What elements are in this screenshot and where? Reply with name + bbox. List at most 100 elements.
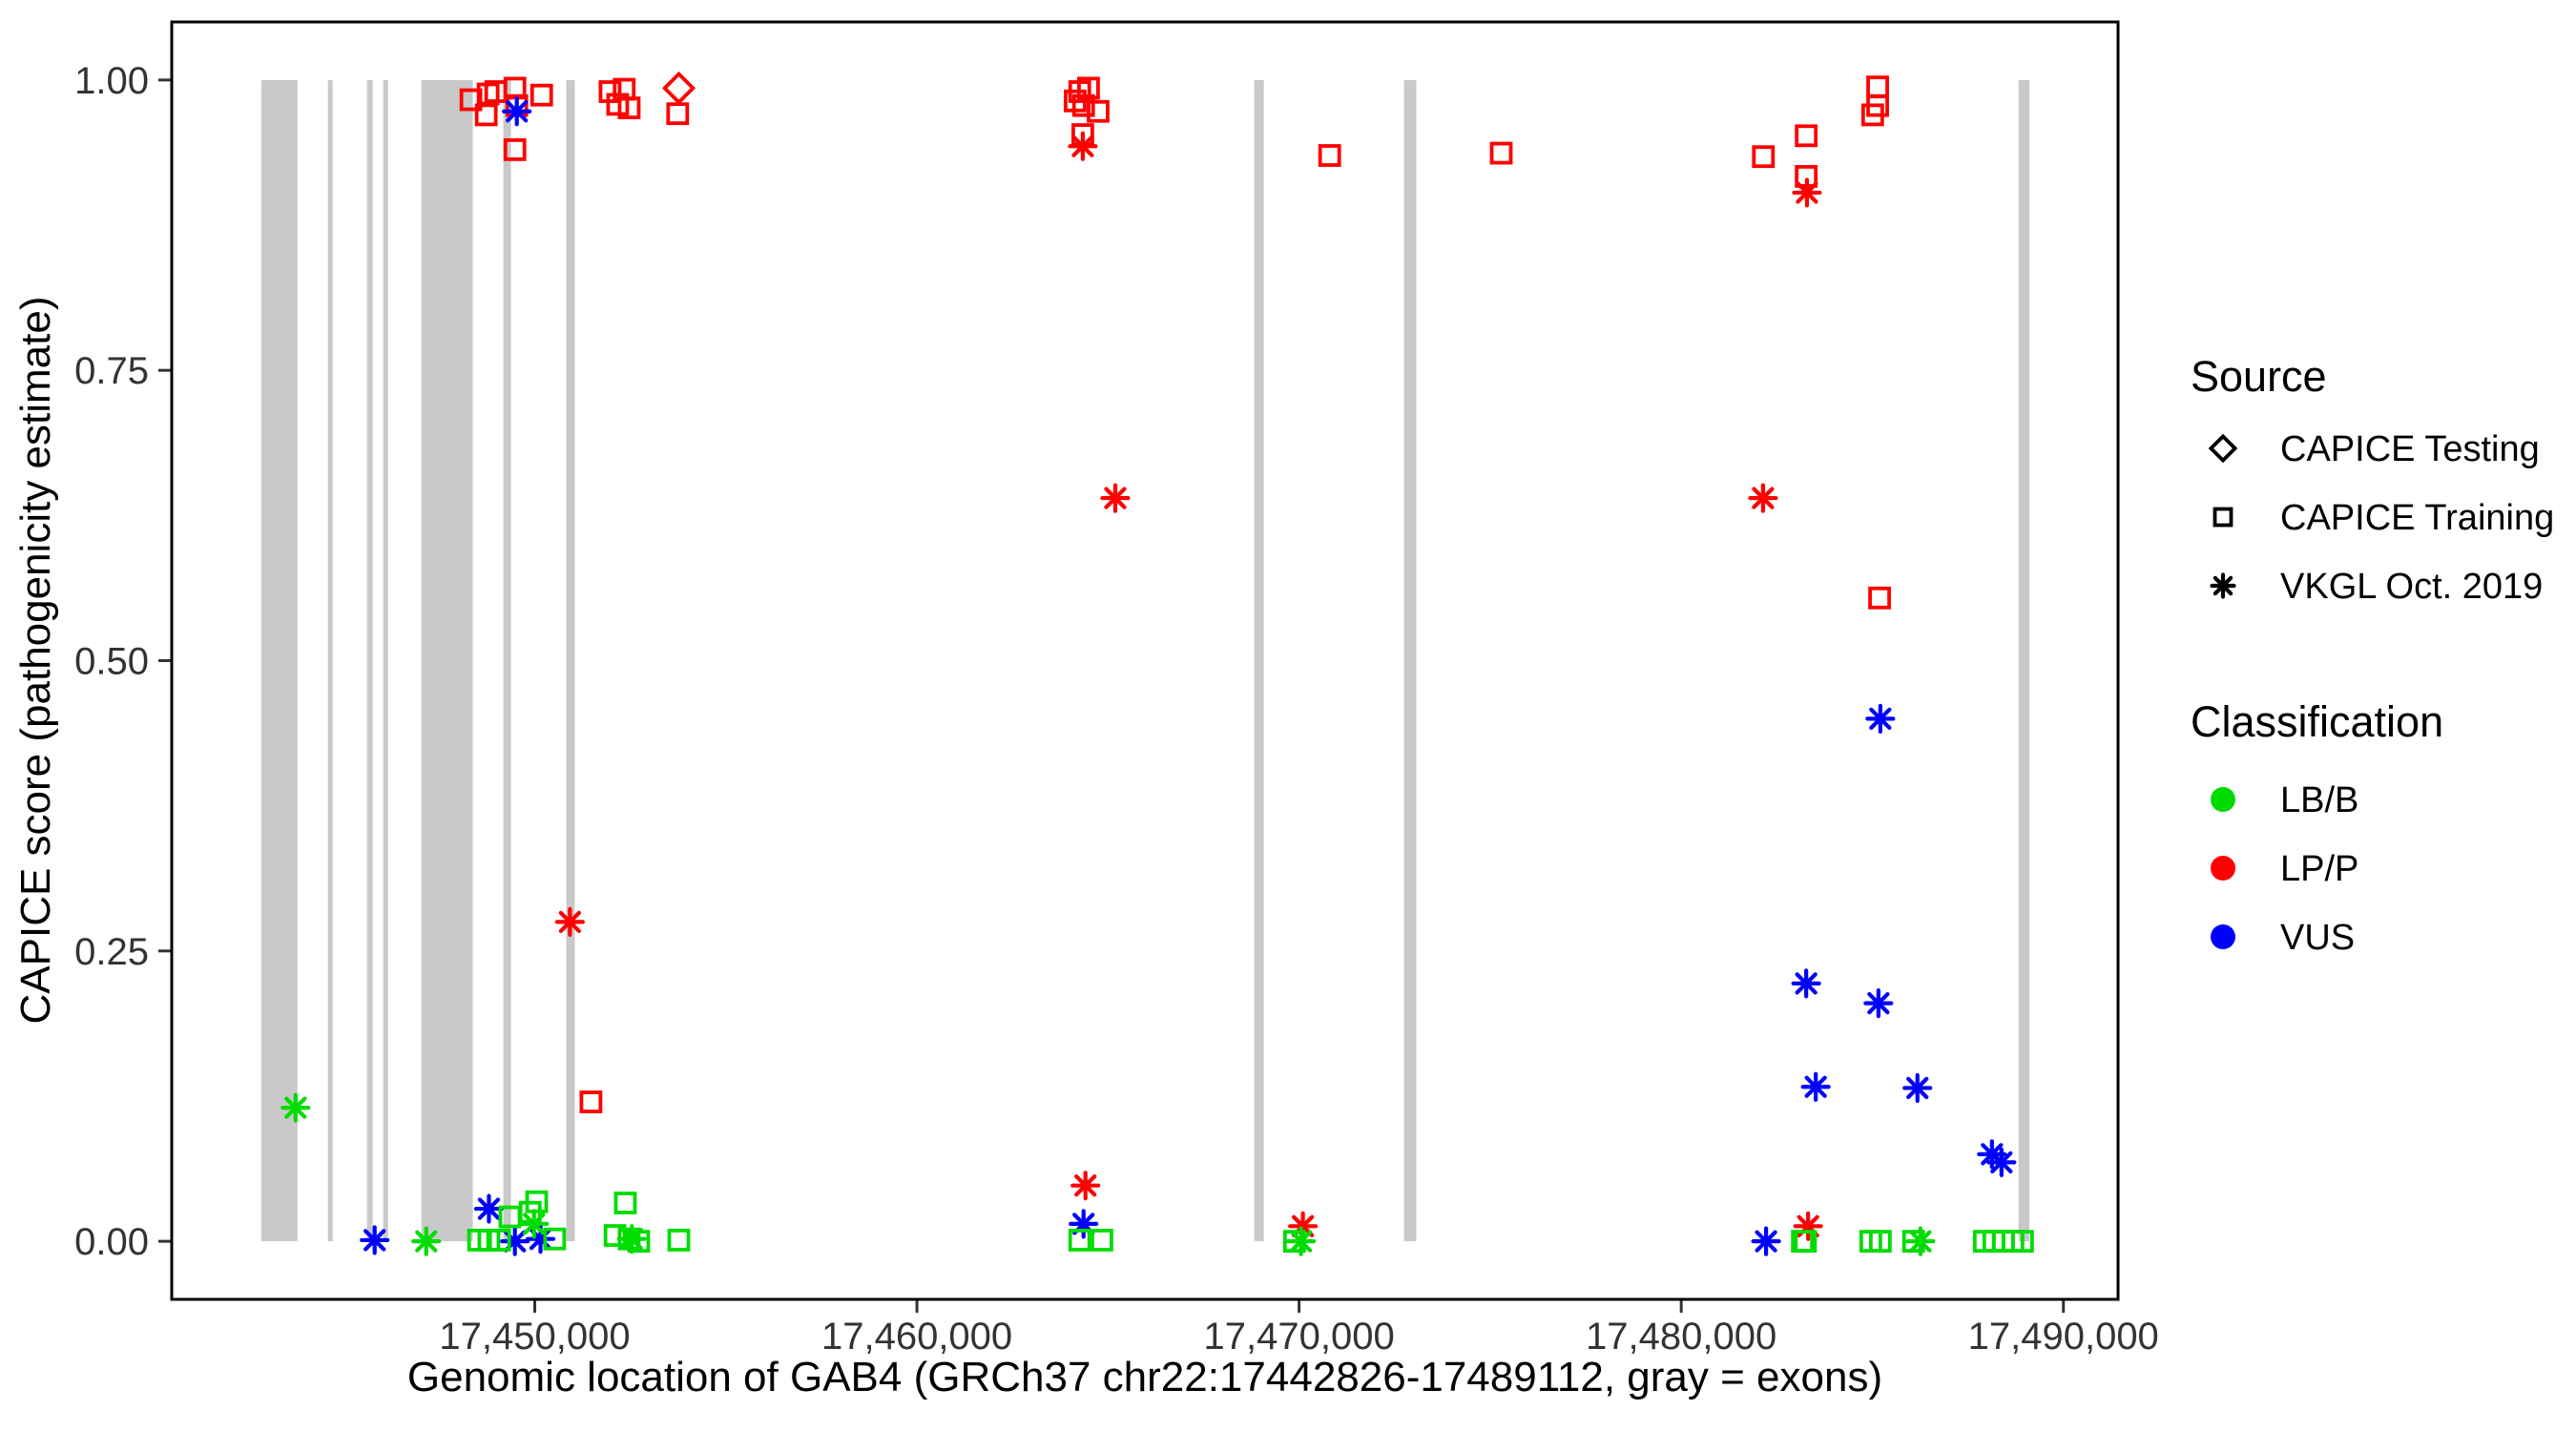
legend-item-label: LB/B — [2280, 780, 2358, 820]
legend-item-lpp: LP/P — [2211, 849, 2358, 889]
data-point-asterisk — [554, 906, 585, 937]
data-point-square — [1752, 145, 1776, 169]
legend-item-vus: VUS — [2211, 918, 2355, 958]
data-point-asterisk — [1100, 483, 1131, 513]
data-point-asterisk — [519, 1209, 550, 1239]
data-point-square — [476, 82, 500, 106]
data-point-square — [1794, 1230, 1818, 1254]
data-point-square — [1866, 75, 1889, 99]
data-point-asterisk — [1863, 988, 1894, 1019]
legend-item-lbb: LB/B — [2211, 780, 2358, 820]
x-tick-label: 17,460,000 — [821, 1316, 1012, 1358]
legend-color-dot — [2211, 787, 2235, 812]
data-point-square — [603, 1224, 627, 1247]
exon-bar — [366, 79, 373, 1242]
data-point-square — [1318, 144, 1341, 167]
data-point-square — [503, 137, 527, 161]
y-tick-label: 0.00 — [74, 1221, 149, 1263]
data-point-square — [2010, 1230, 2034, 1254]
data-point-square — [525, 1190, 549, 1213]
x-tick-label: 17,470,000 — [1204, 1316, 1395, 1358]
exon-bar — [421, 79, 473, 1242]
x-tick-label: 17,490,000 — [1968, 1316, 2159, 1358]
data-point-asterisk — [411, 1226, 442, 1256]
data-point-asterisk — [1793, 1211, 1823, 1241]
data-point-asterisk — [1791, 968, 1821, 999]
data-point-square — [617, 96, 641, 119]
y-tick-label: 0.25 — [74, 931, 149, 973]
data-point-asterisk — [1288, 1211, 1319, 1241]
data-point-square — [627, 1230, 651, 1254]
y-tick-label: 0.75 — [74, 350, 149, 392]
legend-item-label: CAPICE Training — [2280, 498, 2554, 538]
exon-bar — [1254, 79, 1264, 1242]
data-point-square — [598, 80, 622, 103]
y-axis-title: CAPICE score (pathogenicity estimate) — [12, 297, 59, 1025]
exon-bar — [566, 79, 575, 1242]
data-point-asterisk — [616, 1224, 647, 1255]
data-point-asterisk — [1902, 1072, 1933, 1104]
data-point-asterisk — [1068, 131, 1098, 161]
data-point-square — [579, 1090, 603, 1113]
data-point-square — [1860, 103, 1884, 127]
data-point-asterisk — [1865, 703, 1896, 734]
y-tick-label: 1.00 — [74, 60, 149, 102]
data-point-square — [474, 103, 498, 127]
data-point-square — [1282, 1230, 1306, 1254]
legend-item-label: VUS — [2280, 918, 2355, 958]
legend-item-label: CAPICE Testing — [2280, 429, 2540, 469]
exon-bars-group — [260, 79, 2030, 1242]
data-point-square — [1087, 99, 1110, 123]
axis-ticks-group: 17,450,000 17,460,000 17,470,000 17,480,000… — [74, 60, 2159, 1358]
legend-item-square: CAPICE Training — [2212, 498, 2554, 538]
data-point-square — [459, 88, 483, 112]
legend-item-asterisk: VKGL Oct. 2019 — [2210, 567, 2543, 607]
panel-border — [170, 20, 2120, 1301]
data-point-square — [2212, 507, 2233, 528]
exon-bar — [2018, 79, 2030, 1242]
data-point-diamond — [2208, 433, 2238, 464]
data-point-square — [543, 1227, 567, 1251]
exon-bar — [1403, 79, 1417, 1242]
data-point-asterisk — [1986, 1147, 2017, 1177]
data-point-square — [530, 83, 553, 107]
data-point-asterisk — [500, 1226, 530, 1256]
data-point-square — [1489, 141, 1513, 165]
data-points-group — [280, 71, 2034, 1256]
data-point-asterisk — [280, 1092, 311, 1123]
legend-item-diamond: CAPICE Testing — [2208, 429, 2540, 469]
exon-bar — [503, 79, 511, 1242]
legend-classification-items: LB/B LP/P VUS — [2211, 780, 2358, 958]
data-point-asterisk — [1069, 1209, 1099, 1239]
legend-source-items: CAPICE Testing CAPICE Training VKGL Oct. 2… — [2208, 429, 2554, 607]
data-point-asterisk — [1792, 177, 1822, 208]
legend-source-title: Source — [2191, 352, 2327, 401]
legend-color-dot — [2211, 924, 2235, 949]
y-tick-label: 0.50 — [74, 641, 149, 683]
legend-color-dot — [2211, 856, 2235, 881]
data-point-asterisk — [1070, 1171, 1101, 1201]
data-point-square — [488, 1229, 511, 1252]
data-point-diamond — [661, 71, 696, 105]
data-point-asterisk — [473, 1193, 505, 1224]
legend-classification-title: Classification — [2191, 697, 2443, 746]
data-point-asterisk — [1800, 1071, 1831, 1102]
exon-bar — [327, 79, 333, 1242]
legend-item-label: VKGL Oct. 2019 — [2280, 567, 2543, 607]
data-point-square — [666, 102, 690, 126]
data-point-square — [667, 1229, 691, 1252]
data-point-square — [1868, 586, 1891, 610]
x-tick-label: 17,450,000 — [439, 1316, 630, 1358]
data-point-square — [613, 1192, 637, 1214]
exon-bar — [260, 79, 298, 1242]
data-point-square — [1795, 124, 1818, 148]
data-point-asterisk — [360, 1225, 390, 1255]
data-point-asterisk — [1748, 483, 1778, 513]
data-point-square — [1901, 1230, 1925, 1254]
data-point-asterisk — [502, 96, 532, 127]
data-point-square — [1071, 93, 1095, 117]
legend-item-label: LP/P — [2280, 849, 2358, 889]
data-point-square — [1068, 1229, 1091, 1252]
